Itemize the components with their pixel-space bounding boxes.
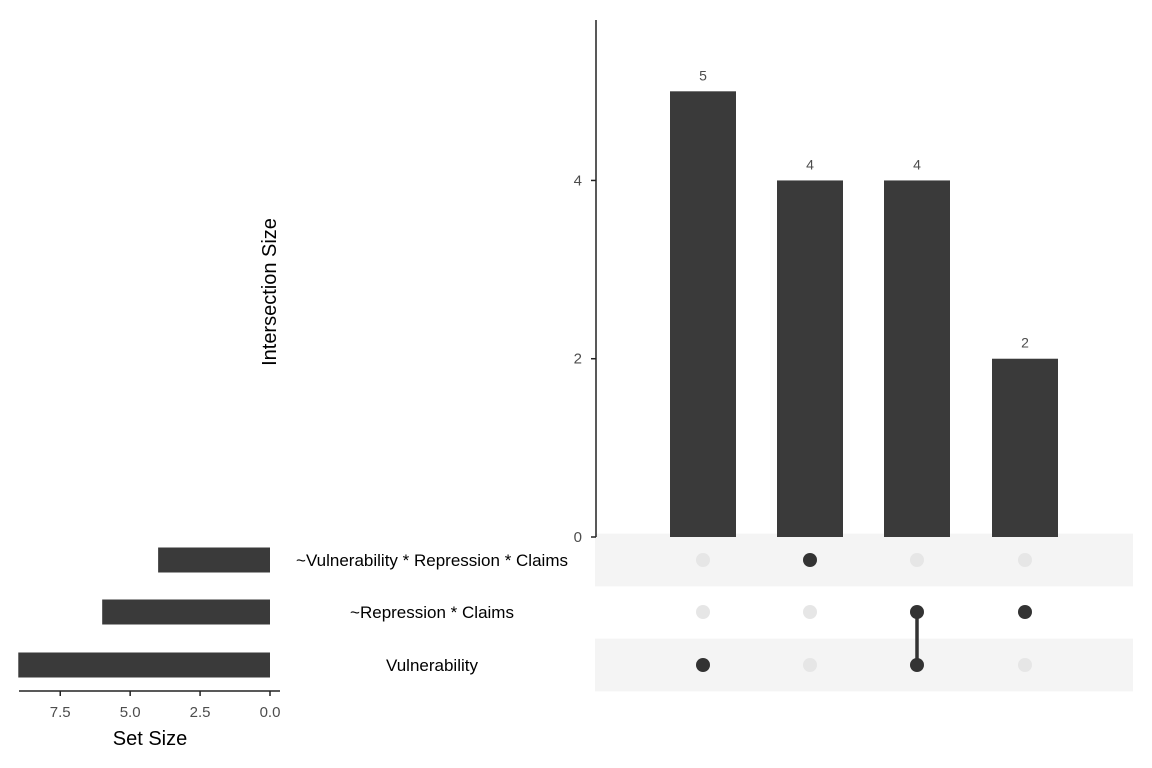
set-name-label-0: ~Vulnerability * Repression * Claims bbox=[296, 551, 568, 570]
matrix-stripe-row-0 bbox=[595, 533, 1133, 587]
intersection-bar-label-2: 4 bbox=[913, 156, 921, 172]
set-names: ~Vulnerability * Repression * Claims ~Rep… bbox=[296, 551, 568, 675]
set-size-bar-1 bbox=[102, 599, 270, 625]
intersection-bar-label-1: 4 bbox=[806, 156, 814, 172]
intersection-bar-label-0: 5 bbox=[699, 67, 707, 83]
matrix-dot-inactive-1-2 bbox=[803, 658, 817, 672]
intersection-bars: 5 4 4 2 bbox=[670, 67, 1058, 537]
set-size-tick-label-3: 0.0 bbox=[260, 704, 281, 721]
set-size-tick-label-0: 7.5 bbox=[50, 704, 71, 721]
matrix-dot-inactive-2-0 bbox=[910, 553, 924, 567]
intersection-bar-0 bbox=[670, 91, 736, 537]
set-name-label-1: ~Repression * Claims bbox=[350, 603, 514, 622]
set-size-tick-label-1: 5.0 bbox=[120, 704, 141, 721]
intersection-y-tick-label-2: 4 bbox=[574, 172, 582, 189]
matrix-dot-active-3-1 bbox=[1018, 605, 1032, 619]
matrix-dot-inactive-0-0 bbox=[696, 553, 710, 567]
matrix-dot-active-1-0 bbox=[803, 553, 817, 567]
intersection-y-tick-label-0: 0 bbox=[574, 529, 582, 546]
intersection-y-tick-label-1: 2 bbox=[574, 351, 582, 368]
set-name-label-2: Vulnerability bbox=[386, 656, 478, 675]
matrix-dot-inactive-3-0 bbox=[1018, 553, 1032, 567]
intersection-y-axis: 0 2 4 bbox=[574, 20, 597, 546]
intersection-size-axis-title: Intersection Size bbox=[259, 218, 281, 366]
set-size-x-axis: 7.5 5.0 2.5 0.0 bbox=[19, 690, 281, 721]
set-size-tick-label-2: 2.5 bbox=[190, 704, 211, 721]
matrix-dot-active-2-2 bbox=[910, 658, 924, 672]
intersection-bar-2 bbox=[884, 180, 950, 537]
set-size-bars bbox=[18, 547, 270, 678]
matrix-dot-inactive-0-1 bbox=[696, 605, 710, 619]
matrix-stripes bbox=[595, 533, 1133, 692]
intersection-bar-label-3: 2 bbox=[1021, 335, 1029, 351]
intersection-bar-1 bbox=[777, 180, 843, 537]
set-size-axis-title: Set Size bbox=[113, 728, 187, 750]
matrix-dot-active-2-1 bbox=[910, 605, 924, 619]
matrix-stripe-row-2 bbox=[595, 638, 1133, 692]
matrix-dot-inactive-3-2 bbox=[1018, 658, 1032, 672]
set-size-bar-2 bbox=[18, 652, 270, 678]
membership-matrix bbox=[696, 553, 1032, 672]
matrix-dot-active-0-2 bbox=[696, 658, 710, 672]
set-size-bar-0 bbox=[158, 547, 270, 573]
intersection-bar-3 bbox=[992, 358, 1058, 537]
matrix-dot-inactive-1-1 bbox=[803, 605, 817, 619]
